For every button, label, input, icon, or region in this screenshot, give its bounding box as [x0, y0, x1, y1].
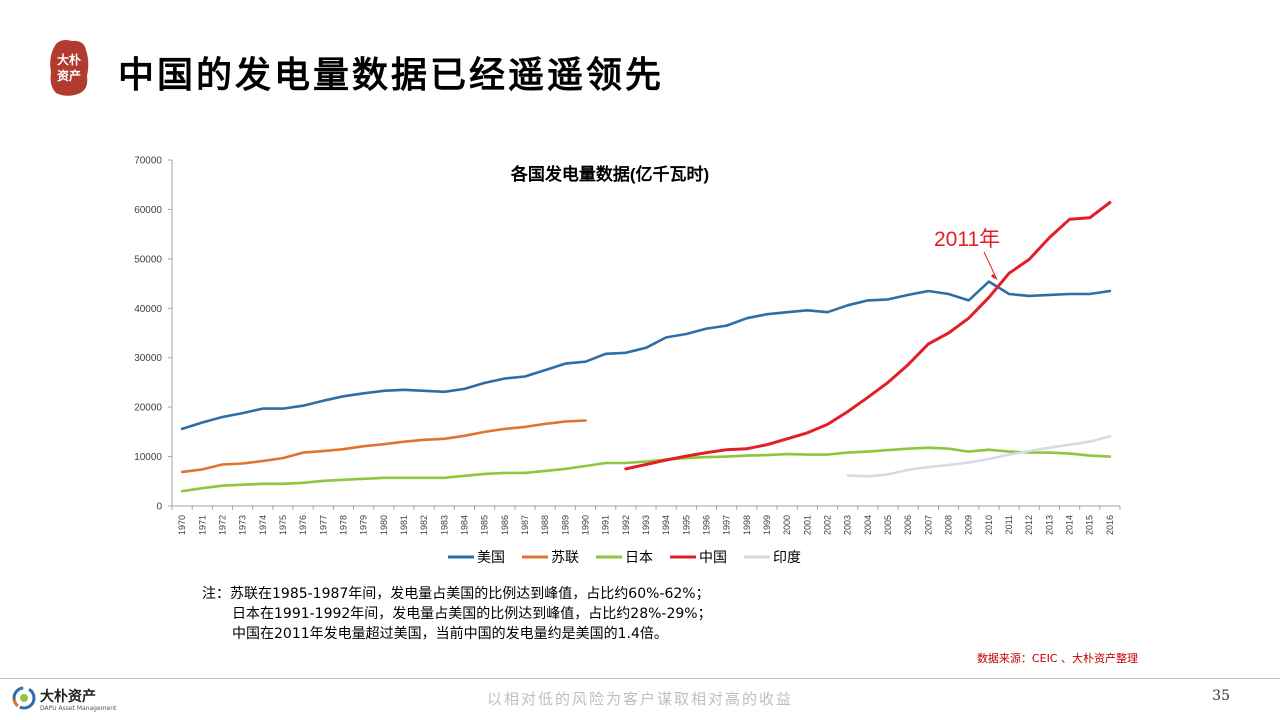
x-tick-label: 2001 — [802, 515, 812, 535]
x-tick-label: 1991 — [601, 515, 611, 535]
seal-logo: 大朴 资产 — [50, 40, 89, 96]
x-tick-label: 1978 — [338, 515, 348, 535]
chart-axes: 0 10000 20000 30000 40000 50000 60000 70000 1970… — [134, 156, 1121, 535]
chart-legend: 美国 苏联 日本 中国 印度 — [448, 550, 801, 566]
legend-item-美国: 美国 — [448, 550, 505, 566]
x-tick-label: 1986 — [500, 515, 510, 535]
annotation-arrowhead — [990, 273, 997, 280]
x-tick-label: 1985 — [480, 515, 490, 535]
x-tick-label: 1971 — [197, 515, 207, 535]
svg-text:资产: 资产 — [57, 68, 81, 83]
x-tick-label: 1970 — [177, 515, 187, 535]
x-tick-label: 2008 — [944, 515, 954, 535]
x-tick-label: 1988 — [540, 515, 550, 535]
series-line-苏联 — [180, 419, 587, 474]
legend-label: 苏联 — [551, 550, 579, 566]
legend-label: 日本 — [625, 550, 653, 566]
annotation-label: 2011年 — [934, 228, 1000, 251]
x-tick-label: 1996 — [702, 515, 712, 535]
footnote-line: 注：苏联在1985-1987年间，发电量占美国的比例达到峰值，占比约60%-62… — [202, 586, 710, 602]
x-tick-label: 1980 — [379, 515, 389, 535]
x-tick-label: 1989 — [560, 515, 570, 535]
x-tick-label: 1984 — [459, 515, 469, 535]
x-tick-label: 2012 — [1024, 515, 1034, 535]
line-chart: 各国发电量数据(亿千瓦时) 0 10000 20000 30000 40000 50000… — [134, 156, 1121, 566]
x-tick-label: 1992 — [621, 515, 631, 535]
x-tick-label: 1975 — [278, 515, 288, 535]
x-tick-label: 2003 — [843, 515, 853, 535]
x-tick-label: 1994 — [661, 515, 671, 535]
x-tick-label: 2000 — [782, 515, 792, 535]
footer-brand: 大朴资产 — [40, 689, 96, 705]
x-tick-label: 1997 — [722, 515, 732, 535]
x-tick-label: 1998 — [742, 515, 752, 535]
x-tick-label: 2005 — [883, 515, 893, 535]
series-line-印度 — [846, 435, 1112, 478]
footnote: 注：苏联在1985-1987年间，发电量占美国的比例达到峰值，占比约60%-62… — [202, 584, 712, 644]
x-tick-label: 2016 — [1105, 515, 1115, 535]
legend-item-苏联: 苏联 — [522, 550, 579, 566]
footnote-line: 中国在2011年发电量超过美国，当前中国的发电量约是美国的1.4倍。 — [232, 626, 668, 642]
x-tick-label: 2014 — [1065, 515, 1075, 535]
y-tick-label: 0 — [156, 502, 162, 513]
annotation-arrow — [983, 251, 998, 280]
x-tick-label: 2009 — [964, 515, 974, 535]
x-tick-label: 1973 — [238, 515, 248, 535]
svg-text:大朴: 大朴 — [57, 52, 81, 67]
legend-item-印度: 印度 — [744, 550, 801, 566]
x-tick-label: 2002 — [823, 515, 833, 535]
x-tick-label: 1982 — [419, 515, 429, 535]
y-tick-label: 30000 — [134, 353, 162, 364]
series-line-中国 — [624, 201, 1112, 471]
legend-label: 美国 — [477, 550, 505, 566]
series-line-日本 — [180, 446, 1112, 493]
x-tick-label: 2010 — [984, 515, 994, 535]
x-tick-label: 1972 — [217, 515, 227, 535]
series-line-美国 — [180, 280, 1112, 431]
legend-label: 印度 — [773, 550, 801, 566]
footer-divider — [0, 678, 1280, 679]
x-tick-label: 1979 — [359, 515, 369, 535]
legend-item-日本: 日本 — [596, 550, 653, 566]
y-tick-label: 10000 — [134, 452, 162, 463]
x-tick-label: 1993 — [641, 515, 651, 535]
x-tick-label: 1976 — [298, 515, 308, 535]
x-tick-label: 1974 — [258, 515, 268, 535]
brand-logo-icon — [12, 686, 36, 710]
x-tick-label: 2004 — [863, 515, 873, 535]
x-tick-label: 1983 — [439, 515, 449, 535]
x-tick-label: 1990 — [580, 515, 590, 535]
data-source: 数据来源：CEIC 、大朴资产整理 — [976, 652, 1138, 665]
footnote-line: 日本在1991-1992年间，发电量占美国的比例达到峰值，占比约28%-29%； — [232, 606, 712, 622]
y-tick-label: 60000 — [134, 205, 162, 216]
x-tick-label: 1987 — [520, 515, 530, 535]
y-tick-label: 70000 — [134, 156, 162, 167]
x-tick-label: 2015 — [1085, 515, 1095, 535]
x-tick-label: 1995 — [681, 515, 691, 535]
page-title: 中国的发电量数据已经遥遥领先 — [118, 54, 665, 96]
x-tick-label: 2013 — [1044, 515, 1054, 535]
annotation: 2011年 — [934, 228, 1000, 280]
y-tick-label: 20000 — [134, 403, 162, 414]
footer-slogan: 以相对低的风险为客户谋取相对高的收益 — [486, 690, 793, 708]
x-tick-label: 1981 — [399, 515, 409, 535]
x-tick-label: 2007 — [923, 515, 933, 535]
series-lines — [180, 201, 1112, 493]
y-tick-label: 50000 — [134, 254, 162, 265]
legend-item-中国: 中国 — [670, 550, 727, 566]
x-tick-label: 1999 — [762, 515, 772, 535]
legend-label: 中国 — [699, 550, 727, 566]
x-tick-label: 2006 — [903, 515, 913, 535]
footer-brand-en: DAPU Asset Management — [40, 705, 117, 712]
y-tick-label: 40000 — [134, 304, 162, 315]
x-tick-label: 2011 — [1004, 515, 1014, 534]
chart-title: 各国发电量数据(亿千瓦时) — [510, 164, 709, 184]
page-number: 35 — [1212, 688, 1230, 704]
x-tick-label: 1977 — [318, 515, 328, 535]
